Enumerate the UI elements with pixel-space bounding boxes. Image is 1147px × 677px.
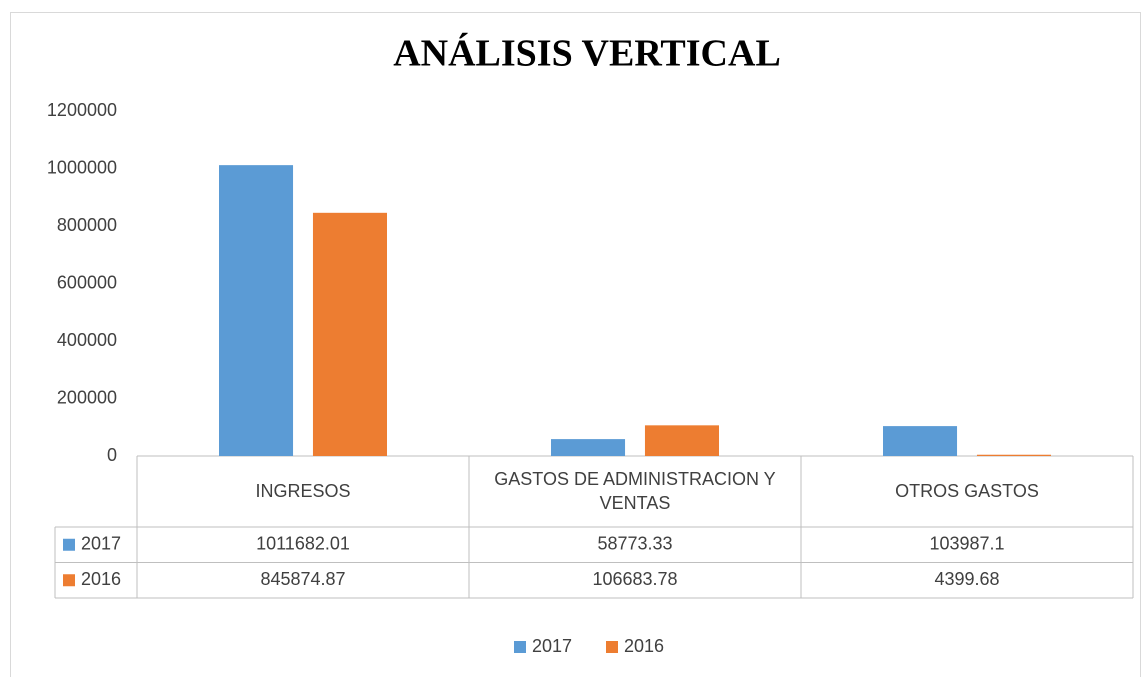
legend-label: 2017 bbox=[532, 636, 572, 656]
x-tick-cell: OTROS GASTOS bbox=[895, 480, 1039, 501]
y-tick-label: 400000 bbox=[57, 330, 117, 350]
legend-key bbox=[606, 641, 618, 653]
y-tick-label: 800000 bbox=[57, 215, 117, 235]
table-series-label: 2017 bbox=[81, 534, 121, 554]
x-tick-cell: INGRESOS bbox=[255, 480, 351, 501]
x-tick-label: OTROS GASTOS bbox=[895, 480, 1039, 501]
y-tick-label: 1200000 bbox=[47, 100, 117, 120]
bar bbox=[551, 439, 626, 456]
x-tick-cell: GASTOS DE ADMINISTRACION Y VENTAS bbox=[494, 469, 776, 513]
bar bbox=[644, 425, 719, 456]
bar bbox=[976, 454, 1051, 456]
chart-border bbox=[10, 12, 1141, 677]
table-legend-key bbox=[63, 574, 75, 587]
table-series-label: 2016 bbox=[81, 569, 121, 589]
legend-label: 2016 bbox=[624, 636, 664, 656]
table-value: 58773.33 bbox=[597, 534, 672, 554]
x-tick-label: GASTOS DE ADMINISTRACION Y VENTAS bbox=[494, 469, 776, 513]
table-value: 106683.78 bbox=[592, 569, 677, 589]
bar bbox=[219, 165, 294, 456]
legend-key bbox=[514, 641, 526, 653]
x-tick-label: INGRESOS bbox=[255, 480, 351, 501]
table-value: 845874.87 bbox=[260, 569, 345, 589]
table-value: 1011682.01 bbox=[256, 534, 350, 554]
y-tick-label: 600000 bbox=[57, 272, 117, 292]
y-tick-label: 200000 bbox=[57, 387, 117, 407]
y-tick-label: 0 bbox=[107, 445, 117, 465]
table-legend-key bbox=[63, 538, 75, 551]
bar bbox=[883, 426, 958, 456]
chart-title: ANÁLISIS VERTICAL bbox=[393, 33, 781, 75]
bar bbox=[312, 212, 387, 456]
table-value: 4399.68 bbox=[934, 569, 999, 589]
y-tick-label: 1000000 bbox=[47, 157, 117, 177]
table-value: 103987.1 bbox=[929, 534, 1004, 554]
